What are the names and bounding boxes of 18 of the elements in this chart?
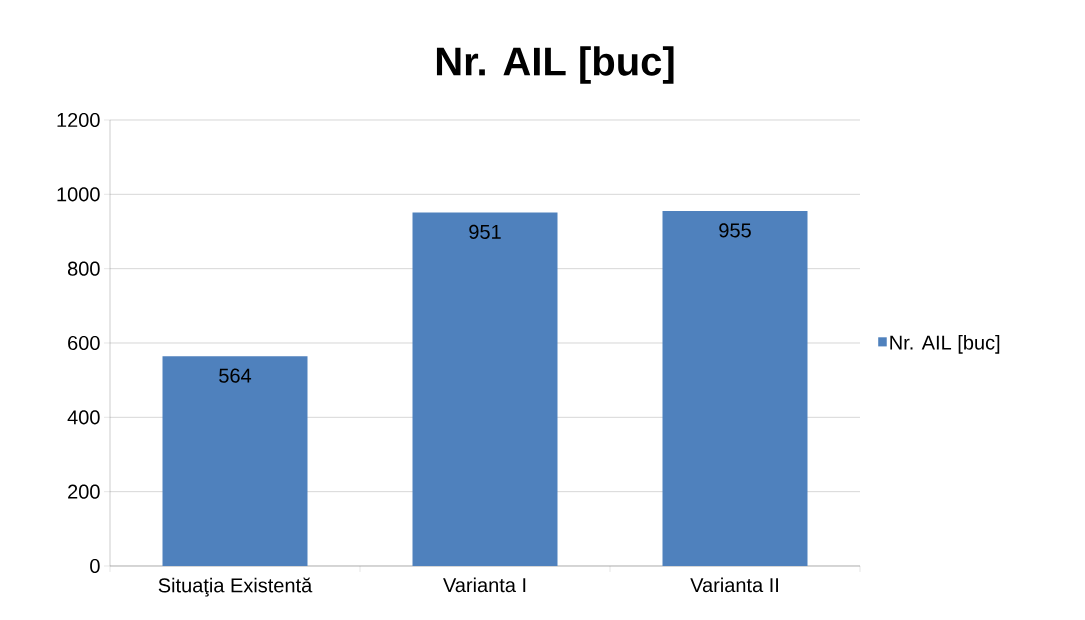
bar bbox=[412, 212, 558, 566]
y-tick-label: 400 bbox=[67, 410, 100, 425]
x-tick-label: Situaţia Existentă bbox=[158, 577, 313, 597]
data-label: 951 bbox=[469, 224, 501, 239]
y-tick-label: 800 bbox=[67, 261, 100, 276]
y-tick-label: 600 bbox=[68, 335, 100, 351]
bar bbox=[162, 356, 308, 566]
x-tick-label: Varianta I bbox=[443, 577, 526, 593]
y-tick-label: 1200 bbox=[57, 112, 100, 128]
legend-label: Nr. AIL [buc] bbox=[890, 334, 1000, 354]
chart-title: Nr. AIL [buc] bbox=[436, 46, 674, 84]
x-tick-label: Varianta II bbox=[690, 577, 778, 593]
bar bbox=[662, 211, 808, 566]
data-label: 564 bbox=[219, 368, 252, 383]
y-tick-label: 0 bbox=[90, 558, 100, 574]
data-label: 955 bbox=[719, 223, 751, 238]
y-tick-label: 200 bbox=[68, 484, 100, 499]
y-tick-label: 1000 bbox=[57, 187, 100, 202]
